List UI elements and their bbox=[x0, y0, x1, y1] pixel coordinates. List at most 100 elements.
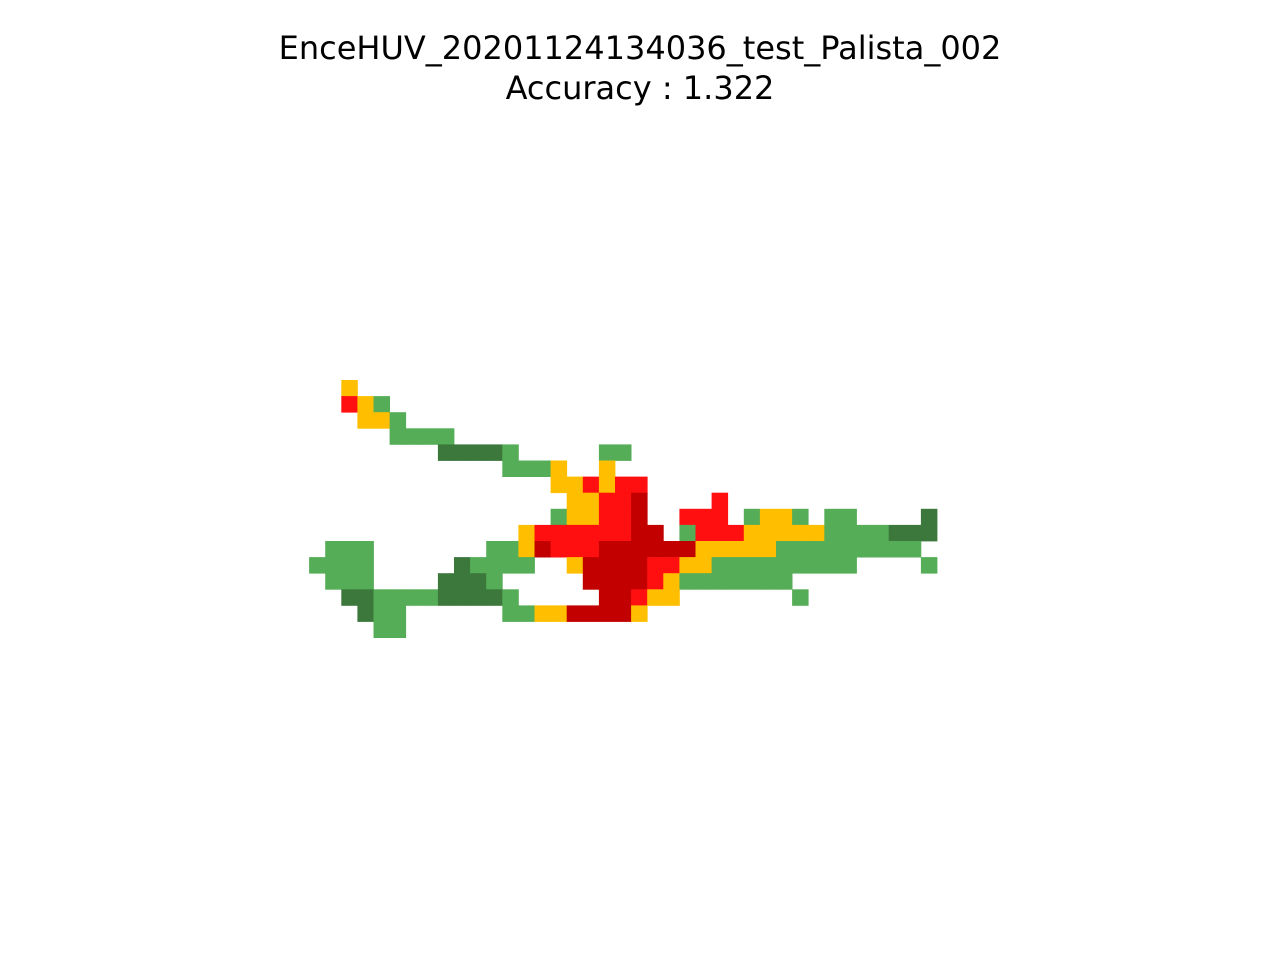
heatmap-cell bbox=[727, 524, 745, 542]
heatmap-cell bbox=[357, 573, 374, 590]
heatmap-cell bbox=[615, 524, 632, 542]
heatmap-cell bbox=[598, 460, 616, 477]
heatmap-cell bbox=[518, 460, 535, 477]
heatmap-cell bbox=[631, 508, 648, 526]
heatmap-cell bbox=[631, 589, 648, 606]
heatmap-cell bbox=[679, 508, 696, 526]
heatmap-cell bbox=[550, 476, 568, 494]
heatmap-cell bbox=[776, 524, 793, 542]
heatmap-cell bbox=[872, 524, 890, 542]
heatmap-cell bbox=[598, 605, 616, 622]
heatmap-cell bbox=[888, 541, 906, 558]
chart-title: EnceHUV_20201124134036_test_Palista_002 bbox=[278, 29, 1002, 67]
heatmap-cell bbox=[647, 524, 664, 542]
heatmap-cell bbox=[534, 524, 551, 542]
heatmap-cell bbox=[727, 557, 745, 574]
heatmap-cell bbox=[582, 524, 600, 542]
heatmap-cell bbox=[759, 573, 777, 590]
heatmap-cell bbox=[357, 605, 374, 622]
heatmap-cell bbox=[856, 541, 873, 558]
heatmap-cell bbox=[647, 541, 664, 558]
heatmap-cell bbox=[502, 605, 519, 622]
heatmap-cell bbox=[840, 557, 857, 574]
heatmap-cell bbox=[647, 589, 664, 606]
heatmap-cell bbox=[711, 541, 729, 558]
heatmap-cell bbox=[582, 605, 600, 622]
heatmap-cell bbox=[840, 541, 857, 558]
heatmap-cell bbox=[792, 524, 809, 542]
heatmap-cell bbox=[454, 589, 471, 606]
heatmap-cell bbox=[437, 428, 455, 445]
heatmap-cell bbox=[759, 508, 777, 526]
heatmap-cell bbox=[743, 524, 761, 542]
heatmap-cell bbox=[679, 557, 696, 574]
heatmap-cell bbox=[437, 589, 455, 606]
heatmap-cell bbox=[904, 524, 922, 542]
heatmap-cell bbox=[598, 541, 616, 558]
heatmap-cell bbox=[856, 524, 873, 542]
heatmap-cell bbox=[486, 444, 503, 461]
heatmap-cell bbox=[695, 557, 712, 574]
heatmap-cell bbox=[647, 573, 664, 590]
heatmap-cell bbox=[566, 605, 584, 622]
heatmap-cell bbox=[631, 605, 648, 622]
heatmap-cell bbox=[518, 541, 535, 558]
heatmap-cell bbox=[904, 541, 922, 558]
heatmap-cell bbox=[454, 557, 471, 574]
heatmap-cell bbox=[470, 573, 487, 590]
heatmap-cell bbox=[776, 541, 793, 558]
heatmap-cell bbox=[518, 605, 535, 622]
heatmap-cell bbox=[566, 557, 584, 574]
heatmap-cell bbox=[325, 557, 342, 574]
heatmap-cell bbox=[373, 396, 390, 413]
heatmap-cell bbox=[679, 541, 696, 558]
heatmap-cell bbox=[486, 541, 503, 558]
heatmap-cell bbox=[824, 541, 841, 558]
heatmap-cell bbox=[631, 573, 648, 590]
heatmap-cell bbox=[502, 589, 519, 606]
heatmap-cell bbox=[663, 573, 680, 590]
heatmap-cell bbox=[598, 476, 616, 494]
heatmap-cell bbox=[824, 524, 841, 542]
heatmap-cell bbox=[711, 573, 729, 590]
heatmap-cell bbox=[582, 557, 600, 574]
heatmap-cell bbox=[486, 573, 503, 590]
heatmap-cell bbox=[550, 524, 568, 542]
heatmap-cell bbox=[695, 508, 712, 526]
heatmap-cell bbox=[759, 557, 777, 574]
heatmap-cell bbox=[518, 557, 535, 574]
heatmap-cell bbox=[776, 557, 793, 574]
heatmap-cell bbox=[695, 541, 712, 558]
heatmap-cell bbox=[341, 541, 358, 558]
heatmap-cell bbox=[582, 508, 600, 526]
heatmap-cell bbox=[743, 573, 761, 590]
heatmap-cell bbox=[808, 524, 825, 542]
heatmap-cell bbox=[615, 541, 632, 558]
heatmap-cell bbox=[550, 605, 568, 622]
heatmap-cell bbox=[598, 524, 616, 542]
heatmap-cell bbox=[598, 589, 616, 606]
heatmap-cell bbox=[663, 589, 680, 606]
heatmap-cell bbox=[759, 541, 777, 558]
heatmap-cell bbox=[550, 460, 568, 477]
heatmap-cell bbox=[759, 524, 777, 542]
heatmap-cell bbox=[486, 589, 503, 606]
heatmap-cell bbox=[711, 508, 729, 526]
heatmap-cell bbox=[598, 508, 616, 526]
heatmap-cell bbox=[534, 460, 551, 477]
heatmap-cell bbox=[566, 492, 584, 510]
heatmap-cell bbox=[534, 605, 551, 622]
heatmap-cell bbox=[373, 605, 390, 622]
heatmap-cell bbox=[502, 444, 519, 461]
heatmap-cell bbox=[309, 557, 326, 574]
heatmap-cell bbox=[357, 396, 374, 413]
heatmap-cell bbox=[325, 573, 342, 590]
heatmap-cell bbox=[647, 557, 664, 574]
heatmap-cell bbox=[776, 573, 793, 590]
heatmap-cell bbox=[437, 573, 455, 590]
heatmap-cell bbox=[776, 508, 793, 526]
heatmap-cell bbox=[470, 444, 487, 461]
heatmap-cell bbox=[920, 557, 938, 574]
heatmap-cell bbox=[405, 589, 423, 606]
